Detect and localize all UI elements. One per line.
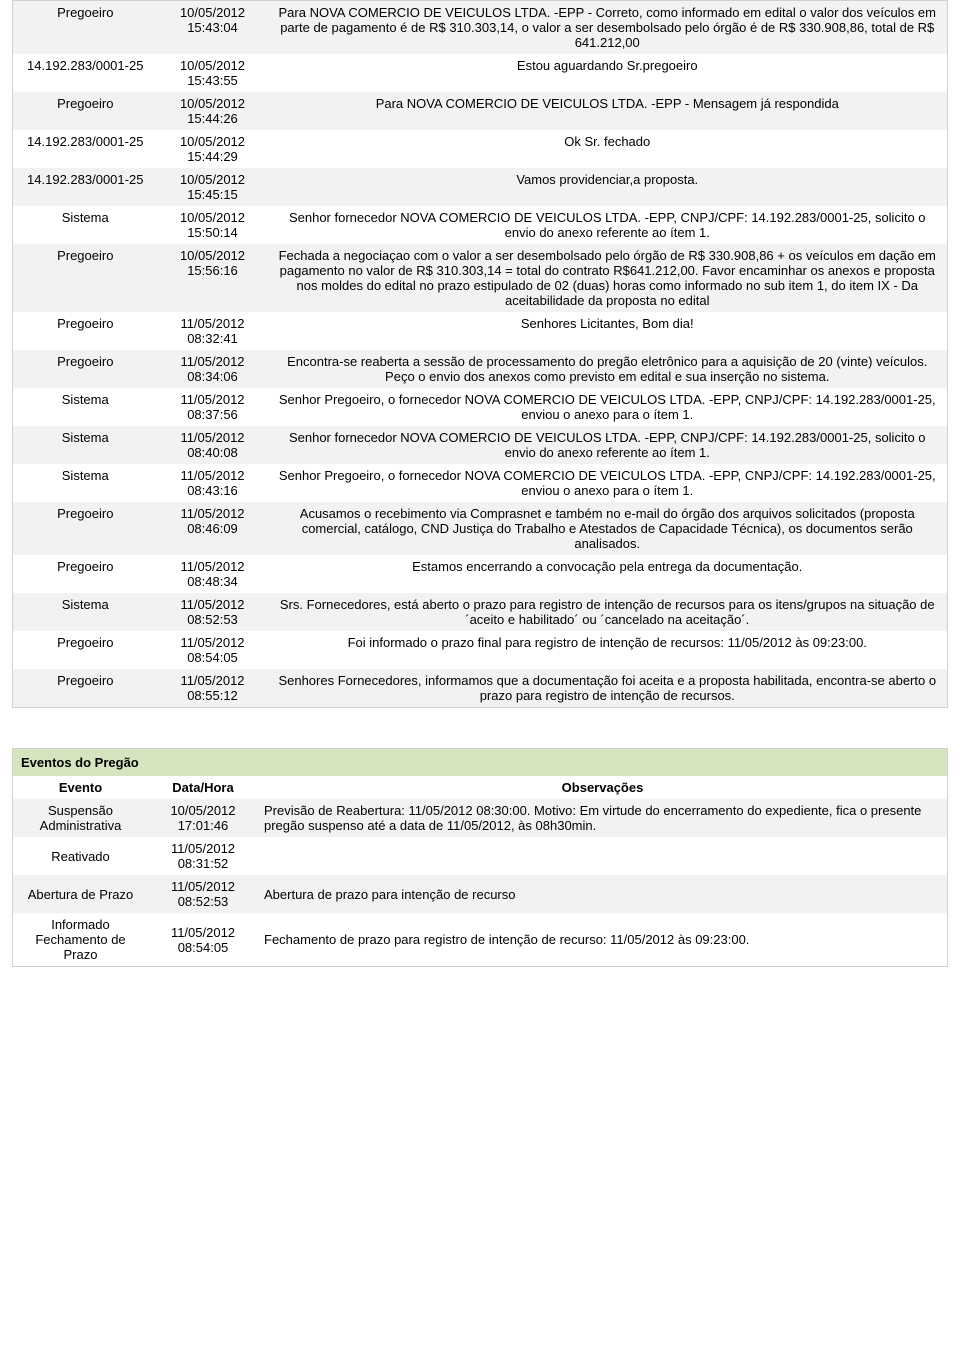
message-sender: Pregoeiro: [13, 350, 158, 388]
event-obs: [258, 837, 947, 875]
event-row: Informado Fechamento de Prazo11/05/2012 …: [13, 913, 947, 966]
section-spacer: [12, 708, 948, 748]
message-sender: Pregoeiro: [13, 312, 158, 350]
event-obs: Previsão de Reabertura: 11/05/2012 08:30…: [258, 799, 947, 837]
message-text: Para NOVA COMERCIO DE VEICULOS LTDA. -EP…: [268, 92, 948, 130]
message-sender: 14.192.283/0001-25: [13, 54, 158, 92]
event-obs: Abertura de prazo para intenção de recur…: [258, 875, 947, 913]
message-row: Pregoeiro11/05/2012 08:32:41Senhores Lic…: [13, 312, 948, 350]
message-datetime: 10/05/2012 15:45:15: [158, 168, 268, 206]
message-datetime: 11/05/2012 08:37:56: [158, 388, 268, 426]
message-row: Pregoeiro10/05/2012 15:43:04Para NOVA CO…: [13, 1, 948, 55]
message-datetime: 10/05/2012 15:43:04: [158, 1, 268, 55]
events-table: Evento Data/Hora Observações Suspensão A…: [13, 776, 947, 966]
message-text: Senhor fornecedor NOVA COMERCIO DE VEICU…: [268, 426, 948, 464]
message-text: Srs. Fornecedores, está aberto o prazo p…: [268, 593, 948, 631]
message-text: Estou aguardando Sr.pregoeiro: [268, 54, 948, 92]
event-datahora: 10/05/2012 17:01:46: [148, 799, 258, 837]
message-text: Senhores Fornecedores, informamos que a …: [268, 669, 948, 708]
event-datahora: 11/05/2012 08:54:05: [148, 913, 258, 966]
message-sender: Sistema: [13, 388, 158, 426]
message-sender: 14.192.283/0001-25: [13, 168, 158, 206]
message-sender: Pregoeiro: [13, 631, 158, 669]
message-sender: Sistema: [13, 464, 158, 502]
message-sender: Pregoeiro: [13, 92, 158, 130]
message-text: Para NOVA COMERCIO DE VEICULOS LTDA. -EP…: [268, 1, 948, 55]
message-datetime: 11/05/2012 08:55:12: [158, 669, 268, 708]
message-datetime: 11/05/2012 08:52:53: [158, 593, 268, 631]
message-sender: Sistema: [13, 593, 158, 631]
message-row: Sistema10/05/2012 15:50:14Senhor fornece…: [13, 206, 948, 244]
events-section: Eventos do Pregão Evento Data/Hora Obser…: [12, 748, 948, 967]
message-row: Pregoeiro11/05/2012 08:48:34Estamos ence…: [13, 555, 948, 593]
events-title: Eventos do Pregão: [13, 749, 947, 776]
message-row: 14.192.283/0001-2510/05/2012 15:43:55Est…: [13, 54, 948, 92]
message-sender: Pregoeiro: [13, 244, 158, 312]
message-text: Encontra-se reaberta a sessão de process…: [268, 350, 948, 388]
message-datetime: 11/05/2012 08:32:41: [158, 312, 268, 350]
message-row: 14.192.283/0001-2510/05/2012 15:45:15Vam…: [13, 168, 948, 206]
message-text: Senhor Pregoeiro, o fornecedor NOVA COME…: [268, 464, 948, 502]
event-obs: Fechamento de prazo para registro de int…: [258, 913, 947, 966]
event-datahora: 11/05/2012 08:52:53: [148, 875, 258, 913]
message-row: Pregoeiro10/05/2012 15:56:16Fechada a ne…: [13, 244, 948, 312]
message-sender: Sistema: [13, 206, 158, 244]
message-row: 14.192.283/0001-2510/05/2012 15:44:29Ok …: [13, 130, 948, 168]
message-sender: Pregoeiro: [13, 1, 158, 55]
message-datetime: 10/05/2012 15:56:16: [158, 244, 268, 312]
message-sender: Pregoeiro: [13, 502, 158, 555]
events-header-evento: Evento: [13, 776, 148, 799]
message-datetime: 11/05/2012 08:40:08: [158, 426, 268, 464]
events-header-datahora: Data/Hora: [148, 776, 258, 799]
message-sender: Pregoeiro: [13, 555, 158, 593]
message-text: Vamos providenciar,a proposta.: [268, 168, 948, 206]
message-text: Senhor Pregoeiro, o fornecedor NOVA COME…: [268, 388, 948, 426]
event-row: Reativado11/05/2012 08:31:52: [13, 837, 947, 875]
message-text: Senhor fornecedor NOVA COMERCIO DE VEICU…: [268, 206, 948, 244]
message-text: Senhores Licitantes, Bom dia!: [268, 312, 948, 350]
message-row: Sistema11/05/2012 08:37:56Senhor Pregoei…: [13, 388, 948, 426]
message-row: Pregoeiro11/05/2012 08:55:12Senhores For…: [13, 669, 948, 708]
message-text: Estamos encerrando a convocação pela ent…: [268, 555, 948, 593]
event-datahora: 11/05/2012 08:31:52: [148, 837, 258, 875]
message-row: Pregoeiro10/05/2012 15:44:26Para NOVA CO…: [13, 92, 948, 130]
message-datetime: 11/05/2012 08:34:06: [158, 350, 268, 388]
message-datetime: 11/05/2012 08:48:34: [158, 555, 268, 593]
events-tbody: Suspensão Administrativa10/05/2012 17:01…: [13, 799, 947, 966]
message-row: Sistema11/05/2012 08:43:16Senhor Pregoei…: [13, 464, 948, 502]
message-datetime: 11/05/2012 08:43:16: [158, 464, 268, 502]
message-sender: Sistema: [13, 426, 158, 464]
message-datetime: 11/05/2012 08:46:09: [158, 502, 268, 555]
event-row: Abertura de Prazo11/05/2012 08:52:53Aber…: [13, 875, 947, 913]
message-sender: Pregoeiro: [13, 669, 158, 708]
message-text: Fechada a negociaçao com o valor a ser d…: [268, 244, 948, 312]
message-text: Ok Sr. fechado: [268, 130, 948, 168]
message-row: Sistema11/05/2012 08:40:08Senhor fornece…: [13, 426, 948, 464]
event-evento: Informado Fechamento de Prazo: [13, 913, 148, 966]
events-header-obs: Observações: [258, 776, 947, 799]
message-datetime: 10/05/2012 15:50:14: [158, 206, 268, 244]
event-evento: Abertura de Prazo: [13, 875, 148, 913]
message-row: Pregoeiro11/05/2012 08:54:05Foi informad…: [13, 631, 948, 669]
message-datetime: 10/05/2012 15:44:26: [158, 92, 268, 130]
message-row: Pregoeiro11/05/2012 08:46:09Acusamos o r…: [13, 502, 948, 555]
event-evento: Reativado: [13, 837, 148, 875]
messages-table: Pregoeiro10/05/2012 15:43:04Para NOVA CO…: [12, 0, 948, 708]
message-sender: 14.192.283/0001-25: [13, 130, 158, 168]
message-datetime: 10/05/2012 15:43:55: [158, 54, 268, 92]
message-row: Sistema11/05/2012 08:52:53Srs. Fornecedo…: [13, 593, 948, 631]
message-datetime: 10/05/2012 15:44:29: [158, 130, 268, 168]
message-datetime: 11/05/2012 08:54:05: [158, 631, 268, 669]
message-row: Pregoeiro11/05/2012 08:34:06Encontra-se …: [13, 350, 948, 388]
message-text: Foi informado o prazo final para registr…: [268, 631, 948, 669]
event-row: Suspensão Administrativa10/05/2012 17:01…: [13, 799, 947, 837]
events-header-row: Evento Data/Hora Observações: [13, 776, 947, 799]
messages-tbody: Pregoeiro10/05/2012 15:43:04Para NOVA CO…: [13, 1, 948, 708]
message-text: Acusamos o recebimento via Comprasnet e …: [268, 502, 948, 555]
event-evento: Suspensão Administrativa: [13, 799, 148, 837]
